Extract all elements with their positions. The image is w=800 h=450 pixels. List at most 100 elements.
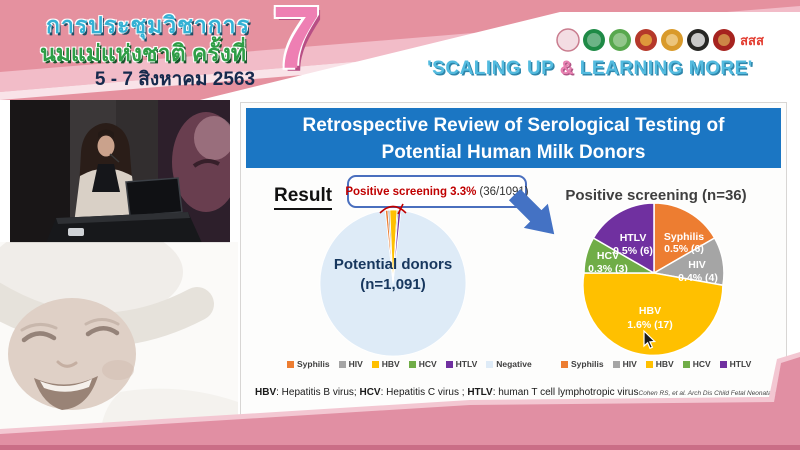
legend-item: Syphilis [287, 359, 330, 369]
presenter-scene [10, 100, 240, 243]
slide-title-line2: Potential Human Milk Donors [381, 141, 646, 163]
reference-citation: Cohen RS, et al. Arch Dis Child Fetal Ne… [638, 390, 800, 397]
slide-title-line1: Retrospective Review of Serological Test… [302, 115, 725, 136]
logo-highlight [666, 34, 678, 46]
legend-item: HIV [338, 359, 363, 369]
legend-item: HIV [612, 359, 637, 369]
legend-label: Syphilis [297, 359, 330, 369]
legend-label: Syphilis [571, 359, 604, 369]
laptop [125, 177, 183, 217]
legend-swatch [486, 360, 494, 368]
legend-swatch [561, 360, 568, 368]
legend-item: Negative [486, 359, 532, 369]
slice-label-htlv: HTLV 0.5% (6) [613, 232, 653, 257]
callout-detail: (36/1091) [479, 185, 529, 198]
conference-title-line2: นมแม่แห่งชาติ ครั้งที่ [39, 40, 247, 66]
left-pie-label-line1: Potential donors [333, 256, 453, 273]
sponsor-logo-row: สสส [556, 28, 764, 52]
legend-label: Negative [496, 359, 532, 369]
conference-header: การประชุมวิชาการ นมแม่แห่งชาติ ครั้งที่ … [0, 0, 800, 100]
podium-edge [56, 212, 190, 224]
presentation-slide: Retrospective Review of Serological Test… [240, 102, 800, 418]
pie-slice-syphilis [653, 202, 716, 274]
presenter-top [92, 164, 120, 192]
edition-number: 7 [272, 0, 321, 87]
callout-highlight: Positive screening 3.3% [345, 185, 477, 198]
baby-eyebrow-left [20, 323, 58, 332]
presenter-face [97, 135, 115, 157]
slice-label-hcv: HCV 0.3% (3) [588, 250, 628, 275]
legend-label: HCV [692, 359, 711, 369]
logo-highlight [613, 33, 627, 47]
positive-screening-callout: Positive screening 3.3% (36/1091) [345, 175, 529, 208]
def-hbv: : Hepatitis B virus; [276, 387, 360, 398]
left-pie-label-line2: (n=1,091) [360, 276, 426, 294]
legend-swatch [645, 360, 653, 368]
result-label: Result [274, 185, 333, 210]
slice-label-hbv: HBV 1.6% (17) [627, 305, 673, 331]
legend-label: HIV [622, 359, 637, 369]
slide-footer: HBV: Hepatitis B virus; HCV: Hepatitis C… [255, 387, 800, 398]
presenter-cardigan [74, 168, 138, 224]
thai-health-promotion-logo: สสส [740, 33, 764, 48]
legend-label: HCV [418, 359, 437, 369]
legend-swatch [719, 360, 727, 368]
legend-item: HBV [645, 359, 674, 369]
legend-item: HCV [682, 359, 711, 369]
abbr-hcv: HCV [359, 387, 381, 398]
conference-tagline: 'SCALING UP & LEARNING MORE' [385, 58, 795, 80]
tagline-open: 'SCALING UP [427, 58, 560, 79]
presenter-fringe [98, 129, 114, 138]
legend-label: HTLV [729, 359, 752, 369]
abbr-htlv: HTLV [467, 387, 493, 398]
pink-band-bottom-edge [0, 445, 800, 450]
slice-label-syphilis: Syphilis 0.5% (6) [664, 231, 704, 255]
legend-item: HBV [371, 359, 400, 369]
conference-title-line1: การประชุมวิชาการ [46, 12, 250, 38]
logo-highlight [587, 33, 601, 47]
baby-eye-right [85, 326, 120, 337]
positive-screening-pie: Syphilis 0.5% (6) HIV 0.4% (4) HBV 1.6% (17… [582, 202, 725, 357]
slide-title-bar: Retrospective Review of Serological Test… [246, 108, 781, 168]
legend-item: Syphilis [561, 359, 604, 369]
tagline-ampersand: & [559, 58, 575, 79]
right-pie-legend: Syphilis HIV HBV HCV HTLV [561, 359, 751, 369]
legend-item: HCV [408, 359, 437, 369]
logo-highlight [718, 34, 730, 46]
tagline-close: LEARNING MORE' [574, 58, 753, 79]
legend-swatch [338, 360, 346, 368]
poster-face [194, 116, 234, 160]
conference-dates: 5 - 7 สิงหาคม 2563 [94, 69, 256, 90]
legend-swatch [408, 360, 416, 368]
green-health-org-logo [583, 29, 605, 51]
logo-highlight [640, 34, 652, 46]
left-pie-legend: Syphilis HIV HBV HCV HTLV Negative [287, 359, 532, 369]
baby-cheek-shade [102, 360, 134, 380]
slice-label-hiv: HIV 0.4% (4) [678, 259, 718, 284]
right-pie-title: Positive screening (n=36) [565, 187, 747, 204]
green-medical-org-logo [609, 29, 631, 51]
legend-swatch [371, 360, 379, 368]
logo-highlight [691, 33, 705, 47]
legend-item: HTLV [445, 359, 477, 369]
poster-eye [192, 159, 220, 168]
def-htlv: : human T cell lymphotropic virus [492, 387, 639, 398]
baby-hat-dome [0, 242, 183, 322]
legend-label: HBV [655, 359, 674, 369]
legend-swatch [445, 360, 453, 368]
legend-swatch [287, 360, 294, 368]
legend-swatch [612, 360, 620, 368]
def-hcv: : Hepatitis C virus ; [380, 387, 468, 398]
baby-eye-left [21, 331, 57, 343]
baby-photo [0, 242, 238, 442]
legend-item: HTLV [719, 359, 752, 369]
pie-slice-htlv [592, 202, 655, 274]
microphone [109, 153, 120, 163]
presenter-video-panel [10, 100, 240, 243]
baby-shirt [100, 388, 238, 442]
legend-swatch [682, 360, 690, 368]
legend-label: HIV [348, 359, 363, 369]
left-pie-center-label: Potential donors (n=1,091) [303, 255, 483, 296]
mother-and-child-foundation-logo [556, 28, 580, 52]
